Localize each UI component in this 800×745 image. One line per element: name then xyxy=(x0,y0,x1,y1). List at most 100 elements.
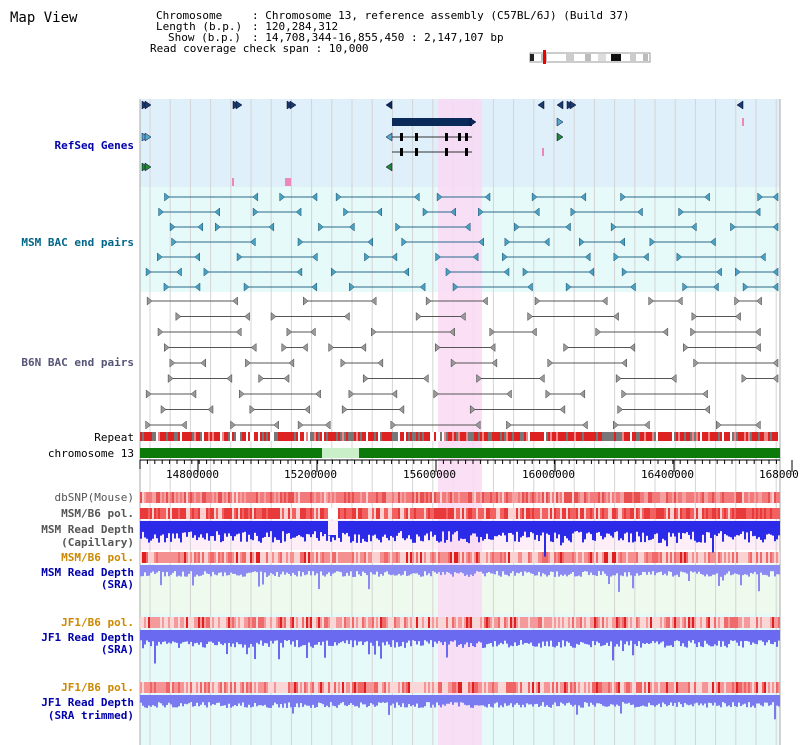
jf1-pol2-cell xyxy=(254,682,256,693)
jf1-trim-depth-bar xyxy=(146,695,148,708)
repeat-segment xyxy=(642,432,644,441)
repeat-segment xyxy=(504,432,506,441)
bac-end xyxy=(538,373,545,384)
jf1-trim-depth-bar xyxy=(472,695,474,708)
bac-end xyxy=(579,389,586,399)
jf1-pol2-cell xyxy=(516,682,518,693)
msm-pol2-cell xyxy=(592,552,594,563)
repeat-segment xyxy=(578,432,580,441)
assembly-info: Chromosome: Chromosome 13, reference ass… xyxy=(150,10,630,54)
repeat-segment xyxy=(704,432,706,441)
jf1-sra-depth-bar xyxy=(570,630,572,647)
repeat-segment xyxy=(330,432,332,441)
jf1-pol2-cell xyxy=(548,682,550,693)
jf1-pol2-cell xyxy=(320,682,322,693)
jf1-pol2-cell xyxy=(618,682,620,693)
msm-pol2-cell xyxy=(522,552,524,563)
msm-pol-cell xyxy=(684,508,686,519)
msm-cap-depth-bar xyxy=(658,521,660,543)
msm-pol2-cell xyxy=(466,552,468,563)
dbsnp-cell xyxy=(480,492,482,503)
repeat-segment xyxy=(362,432,364,441)
bac-end xyxy=(563,342,570,353)
msm-pol2-cell xyxy=(398,552,400,563)
msm-sra-depth-bar xyxy=(240,565,242,575)
msm-depth-cap-label: MSM Read Depth xyxy=(41,523,134,536)
msm-pol-cell xyxy=(320,508,322,519)
msm-cap-depth-bar xyxy=(346,521,348,533)
jf1-pol2-cell xyxy=(486,682,488,693)
msm-sra-depth-bar xyxy=(500,565,502,577)
jf1-sra-depth-bar xyxy=(204,630,206,648)
msm-pol-cell xyxy=(454,508,456,519)
bac-end xyxy=(690,222,697,232)
msm-cap-depth-bar xyxy=(746,521,748,533)
msm-sra-depth-bar xyxy=(528,565,530,573)
dbsnp-cell xyxy=(484,492,486,503)
repeat-segment xyxy=(640,432,642,441)
repeat-segment xyxy=(480,432,482,441)
bac-end xyxy=(620,192,626,202)
dbsnp-cell xyxy=(494,492,496,503)
msm-cap-depth-bar xyxy=(322,521,324,537)
msm-cap-depth-bar xyxy=(464,521,466,539)
msm-cap-depth-bar xyxy=(514,521,516,542)
jf1-trim-depth-bar xyxy=(614,695,616,707)
jf1-trim-depth-bar xyxy=(440,695,442,708)
jf1-trim-depth-bar xyxy=(496,695,498,703)
msm-sra-depth-bar xyxy=(410,565,412,575)
msm-pol-cell xyxy=(364,508,366,519)
msm-cap-depth-bar xyxy=(280,521,282,543)
repeat-segment xyxy=(176,432,178,441)
msm-sra-depth-bar xyxy=(550,565,552,572)
msm-pol2-cell xyxy=(632,552,634,563)
msm-sra-depth-bar xyxy=(286,565,288,573)
repeat-segment xyxy=(542,432,544,441)
jf1-trim-depth-bar xyxy=(206,695,208,708)
msm-pol-cell xyxy=(396,508,398,519)
jf1-trim-depth-bar xyxy=(518,695,520,705)
msm-sra-depth-bar xyxy=(600,565,602,575)
jf1-sra-depth-bar xyxy=(528,630,530,644)
jf1-pol-cell xyxy=(442,617,444,628)
jf1-sra-depth-bar xyxy=(772,630,774,645)
msm-pol-cell xyxy=(518,508,520,519)
jf1-trim-depth-bar xyxy=(424,695,426,707)
msm-cap-depth-bar xyxy=(750,521,752,532)
repeat-segment xyxy=(612,432,614,441)
msm-bac-label[interactable]: MSM BAC end pairs xyxy=(21,236,134,249)
jf1-trim-depth-bar xyxy=(674,695,676,703)
jf1-pol-cell xyxy=(640,617,642,628)
bac-end xyxy=(755,342,761,353)
msm-sra-depth-bar xyxy=(366,565,368,576)
jf1-pol2-cell xyxy=(150,682,152,693)
b6n-bac-label[interactable]: B6N BAC end pairs xyxy=(21,356,134,369)
msm-pol2-cell xyxy=(256,552,258,563)
jf1-pol2-cell xyxy=(292,682,294,693)
repeat-segment xyxy=(354,432,356,441)
repeat-segment xyxy=(160,432,162,441)
jf1-sra-depth-bar xyxy=(496,630,498,647)
repeat-segment xyxy=(712,432,714,441)
jf1-pol-cell xyxy=(740,617,742,628)
msm-cap-depth-bar xyxy=(528,521,530,538)
msm-cap-depth-bar xyxy=(218,521,220,535)
jf1-pol2-cell xyxy=(594,682,596,693)
bac-end xyxy=(772,282,779,292)
msm-pol2-cell xyxy=(202,552,204,563)
msm-sra-depth-bar xyxy=(580,565,582,577)
gene-exon xyxy=(415,133,418,141)
refseq-label[interactable]: RefSeq Genes xyxy=(54,139,134,152)
jf1-trim-depth-bar xyxy=(510,695,512,704)
repeat-segment xyxy=(438,432,440,441)
msm-cap-depth-bar xyxy=(546,521,548,534)
jf1-sra-depth-bar xyxy=(150,630,152,647)
page-title: Map View xyxy=(10,10,78,26)
jf1-pol2-cell xyxy=(608,682,610,693)
jf1-sra-depth-bar xyxy=(416,630,418,645)
jf1-pol2-cell xyxy=(418,682,420,693)
jf1-pol-cell xyxy=(156,617,158,628)
msm-pol-cell xyxy=(738,508,740,519)
repeat-segment xyxy=(308,432,310,441)
